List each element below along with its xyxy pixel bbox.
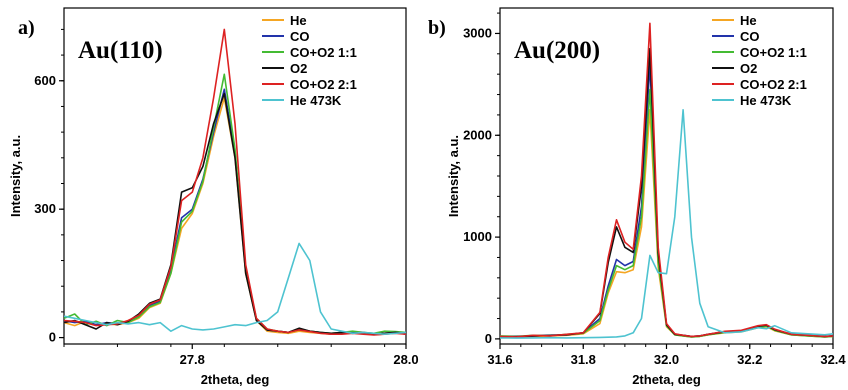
legend-label: He — [740, 13, 757, 28]
series-group — [64, 28, 406, 336]
x-tick-label: 32.0 — [654, 352, 679, 367]
panel-letter: b) — [428, 17, 446, 39]
x-axis-label: 2theta, deg — [632, 372, 701, 387]
series-line-he-473k — [500, 109, 833, 339]
legend-label: O2 — [290, 61, 307, 76]
series-line-co-o2-2-1 — [64, 28, 406, 336]
y-tick-label: 2000 — [463, 127, 492, 142]
legend-label: CO+O2 2:1 — [290, 77, 357, 92]
chart-au200: 31.6 31.8 32.0 32.2 32.40100020003000HeCOCO+… — [428, 7, 846, 387]
x-tick-label: 27.8 — [180, 352, 205, 367]
y-tick-label: 3000 — [463, 25, 492, 40]
y-tick-label: 0 — [49, 330, 56, 345]
legend-label: CO+O2 2:1 — [740, 77, 807, 92]
legend-label: CO+O2 1:1 — [290, 45, 357, 60]
chart-title: Au(110) — [78, 37, 163, 64]
legend-label: He — [290, 13, 307, 28]
legend-label: O2 — [740, 61, 757, 76]
legend-label: CO — [290, 29, 310, 44]
y-tick-label: 1000 — [463, 229, 492, 244]
series-line-co-o2-1-1 — [64, 73, 406, 335]
legend-label: He 473K — [740, 93, 792, 108]
y-tick-label: 300 — [34, 201, 56, 216]
series-line-co-o2-1-1 — [500, 88, 833, 338]
plot-frame — [63, 7, 407, 345]
y-tick-label: 600 — [34, 73, 56, 88]
legend-label: He 473K — [290, 93, 342, 108]
series-group — [500, 22, 833, 339]
series-line-co-o2-2-1 — [500, 22, 833, 338]
x-tick-label: 32.2 — [737, 352, 762, 367]
panel-letter: a) — [18, 17, 35, 39]
x-tick-label: 28.0 — [393, 352, 418, 367]
legend-label: CO — [740, 29, 760, 44]
legend-label: CO+O2 1:1 — [740, 45, 807, 60]
x-tick-label: 32.4 — [820, 352, 846, 367]
x-tick-label: 31.8 — [571, 352, 596, 367]
y-tick-label: 0 — [485, 331, 492, 346]
x-axis-label: 2theta, deg — [201, 372, 270, 387]
x-tick-label: 31.6 — [487, 352, 512, 367]
y-axis-label: Intensity, a.u. — [446, 135, 461, 217]
series-line-he-473k — [64, 242, 406, 336]
y-axis-label: Intensity, a.u. — [8, 135, 23, 217]
series-line-he — [500, 109, 833, 339]
chart-title: Au(200) — [514, 37, 600, 64]
